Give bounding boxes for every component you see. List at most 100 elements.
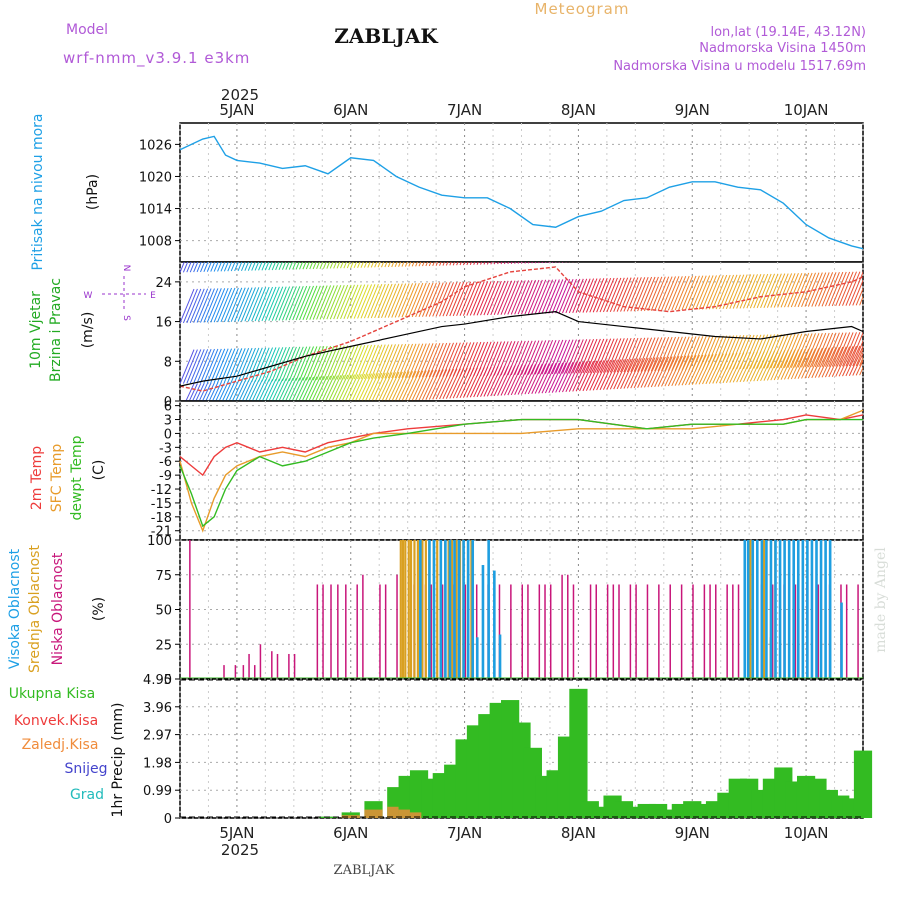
wind-barb <box>401 343 417 379</box>
low-cloud-bar <box>510 584 512 679</box>
low-cloud-bar <box>362 574 364 679</box>
compass-rose: N S W E <box>84 265 157 322</box>
wind-barb <box>760 273 776 309</box>
wind-barb <box>336 262 341 269</box>
legend-graupel: Grad <box>70 787 104 803</box>
mid-cloud-bar <box>762 540 766 679</box>
wind-barb <box>333 345 349 380</box>
wind-barb <box>835 332 851 367</box>
wind-barb <box>408 370 424 401</box>
wind-barb <box>623 337 639 373</box>
high-cloud-bar <box>783 540 786 679</box>
wind-barb <box>661 336 676 372</box>
low-cloud-bar <box>379 584 381 679</box>
wind-barb <box>507 340 523 376</box>
wind-barb <box>538 279 554 314</box>
low-cloud-bar <box>629 584 632 679</box>
y-tick-label: -21 <box>151 525 172 540</box>
wind-barb <box>295 285 311 321</box>
low-cloud-bar <box>612 584 615 679</box>
wind-barb <box>237 262 243 272</box>
wind-barb <box>404 370 420 401</box>
wind-barb <box>708 335 724 370</box>
wind-barb <box>503 340 519 376</box>
wind-barb <box>743 274 758 309</box>
wind-barb <box>490 280 506 316</box>
wind-barb <box>192 383 202 401</box>
wind-barb <box>705 275 721 310</box>
low-cloud-bar <box>595 584 597 679</box>
y-tick-label: -9 <box>159 469 172 484</box>
wind-barb <box>824 346 840 378</box>
wind-barb <box>360 262 364 268</box>
wind-barb <box>275 262 280 271</box>
wind-barb <box>667 336 683 372</box>
wind-barb <box>684 275 700 311</box>
wind-barb <box>558 362 574 393</box>
wind-barb <box>534 340 550 375</box>
wind-barb <box>308 376 321 401</box>
wind-barb <box>780 349 796 380</box>
wind-barb <box>391 283 407 318</box>
wind-barb <box>640 337 656 372</box>
wind-barb <box>189 262 195 273</box>
wind-barb <box>456 281 472 317</box>
wind-barb <box>589 338 605 374</box>
wind-barb <box>787 272 803 308</box>
y-tick-label: 75 <box>155 569 172 584</box>
low-cloud-bar <box>248 653 250 679</box>
mid-cloud-bar <box>470 540 473 679</box>
wind-barb <box>439 342 455 378</box>
wind-barb <box>842 271 857 306</box>
wind-barb <box>285 286 301 321</box>
wind-barb <box>859 356 863 367</box>
wind-barb <box>801 333 816 368</box>
high-cloud-bar <box>824 540 827 679</box>
wind-barb <box>835 271 851 307</box>
wind-barb <box>384 283 400 318</box>
y-tick-label: 0 <box>164 427 172 442</box>
wind-barb <box>326 345 342 380</box>
wind-barb <box>186 349 202 384</box>
wind-barb <box>374 372 390 401</box>
wind-barb <box>299 285 314 321</box>
wind-barb <box>647 337 663 372</box>
wind-barb <box>609 338 625 373</box>
wind-barb <box>244 347 260 383</box>
wind-barb <box>411 282 427 318</box>
wind-barb <box>223 348 239 383</box>
wind-barb <box>637 357 653 388</box>
mid-cloud-bar <box>413 540 416 679</box>
low-cloud-bar <box>430 584 432 679</box>
wind-barb <box>787 349 803 380</box>
legend-conv-rain: Konvek.Kisa <box>14 713 98 729</box>
high-cloud-bar <box>475 637 479 679</box>
wind-barb <box>599 338 615 373</box>
wind-barb <box>360 344 376 380</box>
wind-barb <box>322 345 338 381</box>
high-cloud-bar <box>487 540 490 679</box>
wind-barb <box>193 288 209 323</box>
wind-barb <box>203 262 209 272</box>
wind-barb <box>678 336 694 371</box>
wind-barb <box>432 342 448 378</box>
wind-barb <box>220 287 236 323</box>
wind-barb <box>783 273 799 308</box>
wind-barb <box>592 278 608 313</box>
wind-barb <box>596 359 612 391</box>
wind-barb <box>398 343 414 379</box>
wind-barb <box>384 371 400 401</box>
wind-barb <box>210 288 226 323</box>
wind-barb <box>377 344 393 379</box>
wind-barb <box>531 340 547 375</box>
wind-barb <box>195 382 205 401</box>
wind-barb <box>278 378 291 401</box>
wind-barb <box>609 277 625 312</box>
wind-barb <box>548 279 564 314</box>
wind-barb <box>698 335 714 371</box>
wind-barb <box>292 285 308 321</box>
wind-barb <box>278 262 283 271</box>
wind-barb <box>565 361 581 393</box>
wind-barb <box>606 277 622 313</box>
wind-barb <box>346 345 362 380</box>
